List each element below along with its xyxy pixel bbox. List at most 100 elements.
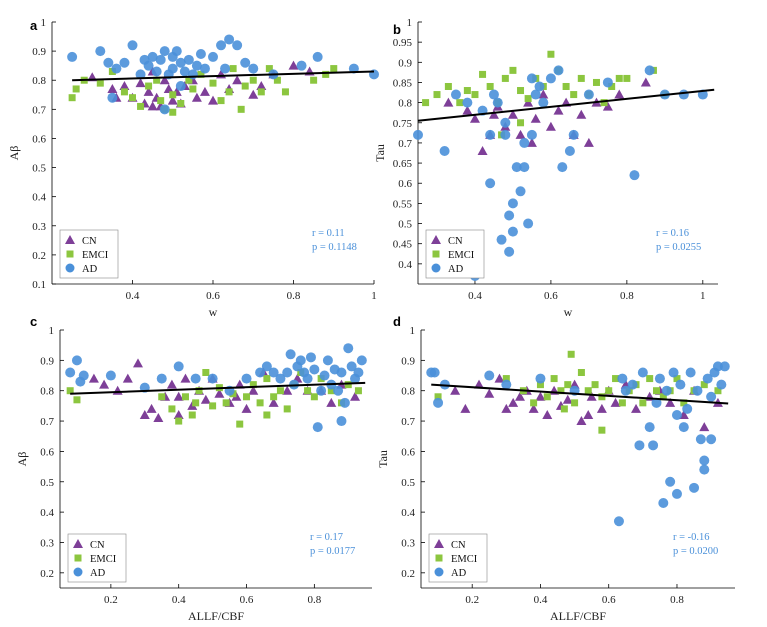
legend-marker-cn (431, 235, 441, 244)
point-emci (168, 405, 176, 413)
point-ad (706, 434, 717, 445)
x-tick-label: 0.4 (468, 290, 482, 302)
point-emci (177, 100, 185, 108)
point-ad (336, 416, 347, 427)
point-cn (119, 81, 130, 91)
y-tick-label: 1 (410, 325, 416, 337)
point-ad (568, 129, 579, 140)
point-ad (617, 373, 628, 384)
point-emci (591, 381, 599, 389)
point-ad (719, 361, 730, 372)
legend-label-cn: CN (448, 236, 463, 247)
point-cn (107, 83, 118, 93)
point-ad (538, 97, 549, 108)
point-emci (188, 411, 196, 419)
y-tick-label: 1 (41, 17, 47, 29)
point-ad (507, 198, 518, 209)
point-emci (700, 381, 708, 389)
point-emci (195, 387, 203, 395)
legend: CN EMCI AD (59, 229, 119, 279)
point-ad (535, 373, 546, 384)
point-cn (200, 394, 211, 404)
point-emci (73, 396, 81, 404)
point-emci (222, 399, 230, 407)
point-emci (577, 74, 585, 82)
point-cn (241, 403, 252, 413)
point-cn (484, 388, 495, 398)
point-emci (456, 99, 464, 107)
point-emci (189, 85, 197, 93)
point-emci (209, 402, 217, 410)
point-ad (504, 246, 515, 257)
point-ad (439, 145, 450, 156)
point-ad (127, 40, 138, 51)
point-emci (330, 65, 338, 73)
legend-label-ad: AD (451, 568, 467, 579)
point-ad (515, 186, 526, 197)
point-emci (434, 393, 442, 401)
point-emci (263, 375, 271, 383)
point-ad (65, 367, 76, 378)
y-tick-label: 0.2 (40, 568, 54, 580)
point-ad (309, 364, 320, 375)
point-ad (190, 373, 201, 384)
point-ad (500, 129, 511, 140)
point-cn (159, 75, 170, 85)
point-cn (631, 403, 642, 413)
point-emci (463, 87, 471, 95)
point-cn (562, 394, 573, 404)
point-emci (486, 82, 494, 90)
panel-letter: d (393, 314, 401, 329)
point-emci (181, 393, 189, 401)
point-emci (243, 393, 251, 401)
point-cn (508, 397, 519, 407)
point-emci (560, 405, 568, 413)
point-cn (133, 358, 143, 368)
point-ad (191, 60, 202, 71)
point-ad (637, 367, 648, 378)
y-tick-label: 0.5 (398, 219, 412, 231)
point-ad (485, 178, 496, 189)
x-tick-label: 0.6 (240, 594, 254, 606)
point-cn (699, 422, 710, 432)
y-tick-label: 0.7 (401, 416, 415, 428)
point-ad (413, 129, 423, 140)
point-emci (557, 387, 565, 395)
stat-r: r = 0.11 (312, 228, 345, 239)
point-ad (484, 370, 495, 381)
point-cn (326, 397, 337, 407)
scatter-points (426, 350, 730, 527)
point-ad (658, 498, 669, 509)
y-tick-label: 0.4 (40, 507, 54, 519)
point-cn (469, 113, 480, 123)
point-cn (583, 137, 594, 147)
point-emci (270, 393, 278, 401)
x-tick-label: 0.4 (126, 290, 140, 302)
point-emci (646, 375, 654, 383)
legend-label-ad: AD (90, 568, 106, 579)
point-emci (577, 368, 585, 376)
point-emci (257, 88, 265, 96)
point-emci (237, 105, 245, 113)
point-emci (653, 387, 660, 395)
point-emci (185, 76, 193, 84)
y-tick-label: 0.7 (40, 416, 54, 428)
point-cn (139, 409, 150, 419)
point-ad (526, 73, 537, 84)
y-axis-label: Tau (373, 144, 387, 162)
point-ad (135, 69, 146, 80)
point-emci (471, 91, 479, 99)
point-ad (488, 89, 499, 100)
y-tick-label: 0.3 (401, 537, 415, 549)
point-emci (536, 381, 544, 389)
panel-d: d 0.2 0.3 0.4 0.5 0.6 0.7 0.8 0.9 1 0.2 0.4 0.6 0.8 AL… (376, 314, 735, 623)
point-ad (692, 385, 703, 396)
legend: CN EMCI AD (428, 533, 488, 583)
point-cn (488, 109, 499, 119)
point-cn (122, 373, 133, 383)
point-emci (209, 79, 217, 87)
point-ad (671, 409, 682, 420)
point-ad (339, 397, 350, 408)
point-ad (689, 482, 700, 493)
stat-r: r = 0.17 (310, 532, 343, 543)
